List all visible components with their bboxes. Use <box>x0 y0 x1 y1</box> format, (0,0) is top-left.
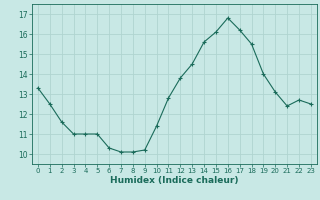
X-axis label: Humidex (Indice chaleur): Humidex (Indice chaleur) <box>110 176 239 185</box>
